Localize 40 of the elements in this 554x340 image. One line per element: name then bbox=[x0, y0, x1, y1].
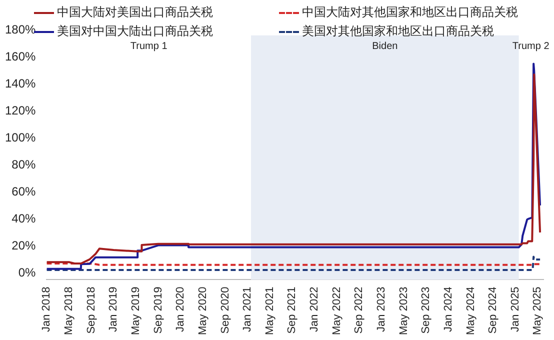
x-tick-label: Sep 2024 bbox=[487, 286, 500, 334]
x-tick-label: Jan 2018 bbox=[40, 286, 53, 332]
x-tick-label: May 2022 bbox=[330, 286, 343, 336]
x-tick-label: May 2023 bbox=[398, 286, 410, 336]
x-tick-label: Jan 2019 bbox=[108, 286, 120, 332]
x-tick-label: Jan 2025 bbox=[509, 286, 522, 332]
legend-label: 美国对其他国家和地区出口商品关税 bbox=[302, 23, 494, 40]
x-tick-label: Jan 2024 bbox=[442, 286, 454, 332]
x-tick-label: Jan 2022 bbox=[308, 286, 321, 332]
y-tick-label: 0% bbox=[18, 265, 36, 280]
x-tick-label: Sep 2021 bbox=[286, 286, 298, 334]
x-tick-label: Sep 2018 bbox=[85, 286, 98, 334]
x-tick-label: May 2019 bbox=[130, 286, 142, 336]
band-label: Biden bbox=[372, 40, 398, 52]
x-tick-label: Sep 2023 bbox=[420, 286, 432, 334]
y-tick-label: 60% bbox=[12, 184, 36, 198]
x-tick-label: Sep 2019 bbox=[152, 286, 164, 334]
legend-label: 中国大陆对其他国家和地区出口商品关税 bbox=[302, 4, 518, 21]
annotation: Trump 2 bbox=[512, 40, 550, 52]
y-tick-label: 160% bbox=[4, 49, 36, 64]
y-tick-label: 80% bbox=[12, 157, 36, 172]
y-tick-label: 120% bbox=[4, 103, 36, 118]
x-tick-label: Jan 2021 bbox=[242, 286, 254, 332]
legend-label: 中国大陆对美国出口商品关税 bbox=[57, 4, 213, 21]
x-tick-label: May 2024 bbox=[464, 286, 477, 336]
y-tick-label: 180% bbox=[4, 22, 36, 36]
x-tick-label: Sep 2022 bbox=[353, 286, 366, 334]
x-tick-label: May 2020 bbox=[196, 286, 209, 336]
y-tick-label: 140% bbox=[4, 76, 36, 90]
y-tick-label: 20% bbox=[12, 238, 36, 252]
x-tick-label: Jan 2020 bbox=[174, 286, 187, 332]
x-tick-label: May 2025 bbox=[532, 286, 544, 336]
annotation: Trump 1 bbox=[130, 40, 168, 52]
x-tick-label: May 2021 bbox=[264, 286, 276, 336]
x-tick-label: Sep 2020 bbox=[219, 286, 232, 334]
x-tick-label: May 2018 bbox=[63, 286, 76, 336]
x-tick-label: Jan 2023 bbox=[376, 286, 388, 332]
y-tick-label: 40% bbox=[12, 211, 36, 226]
y-tick-label: 100% bbox=[4, 130, 36, 144]
legend-label: 美国对中国大陆出口商品关税 bbox=[57, 23, 213, 40]
